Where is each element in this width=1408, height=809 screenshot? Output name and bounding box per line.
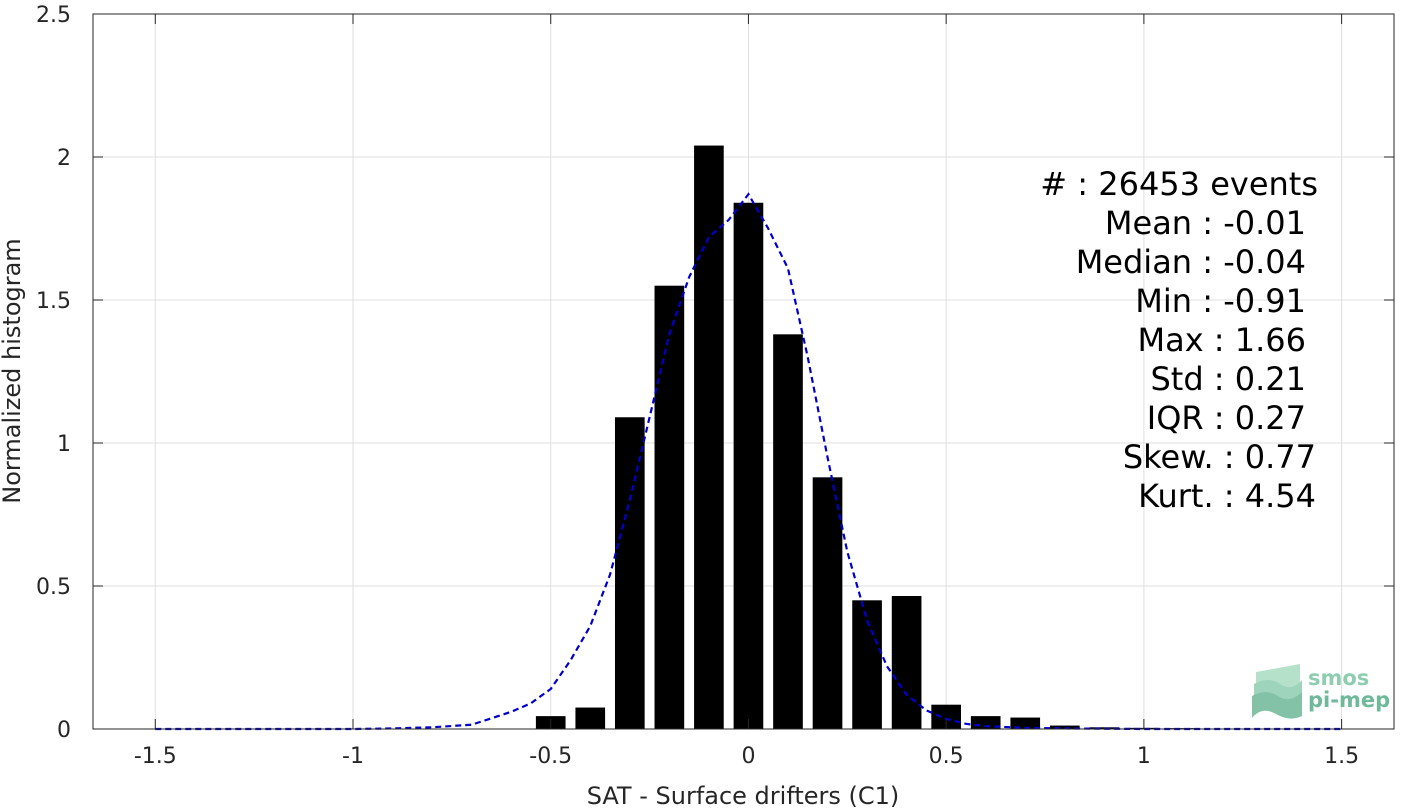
histogram-bars (535, 145, 1199, 729)
histogram-bar (575, 707, 606, 729)
y-tick-label: 1.5 (36, 289, 71, 314)
x-tick-label: 1 (1137, 744, 1151, 769)
stat-line: Median : -0.04 (1076, 243, 1306, 281)
stat-line: Skew. : 0.77 (1123, 438, 1316, 476)
y-tick-label: 0.5 (36, 575, 71, 600)
smos-pi-mep-logo: smos pi-mep (1252, 664, 1390, 719)
y-tick-label: 0 (57, 718, 71, 743)
histogram-bar (1010, 717, 1041, 729)
stat-line: IQR : 0.27 (1147, 399, 1306, 437)
histogram-bar (614, 417, 645, 729)
x-axis-ticks: -1.5 -1 -0.5 0 0.5 1 1.5 (134, 14, 1359, 769)
plot-frame (92, 13, 1395, 730)
histogram-bar (891, 596, 922, 729)
stat-line: Std : 0.21 (1150, 360, 1306, 398)
gaussian-fit-curve (155, 192, 1342, 731)
stat-line: # : 26453 events (1040, 165, 1318, 203)
y-axis-ticks: 0 0.5 1 1.5 2 2.5 (36, 3, 1394, 743)
histogram-bar (852, 600, 882, 729)
x-tick-label: 1.5 (1324, 744, 1359, 769)
histogram-bar (733, 202, 764, 729)
y-tick-label: 2.5 (36, 3, 71, 28)
histogram-bar (773, 334, 803, 729)
logo-text-smos: smos (1308, 666, 1369, 690)
stat-line: Max : 1.66 (1137, 321, 1306, 359)
x-axis-label: SAT - Surface drifters (C1) (587, 782, 900, 809)
wave-stack-icon (1252, 664, 1302, 719)
y-tick-label: 2 (57, 146, 71, 171)
histogram-bar (1049, 725, 1080, 729)
histogram-bar (694, 145, 724, 729)
y-axis-label: Normalized histogram (0, 238, 26, 503)
y-tick-label: 1 (57, 432, 71, 457)
stat-line: Min : -0.91 (1135, 282, 1306, 320)
histogram-bar (812, 477, 843, 729)
x-tick-label: -1.5 (134, 744, 177, 769)
x-tick-label: -1 (342, 744, 364, 769)
logo-text-pi-mep: pi-mep (1308, 688, 1390, 712)
x-tick-label: 0 (741, 744, 755, 769)
histogram-bar (654, 285, 685, 729)
x-tick-label: 0.5 (929, 744, 964, 769)
x-tick-label: -0.5 (529, 744, 572, 769)
stat-line: Kurt. : 4.54 (1138, 477, 1316, 515)
stat-line: Mean : -0.01 (1105, 204, 1306, 242)
